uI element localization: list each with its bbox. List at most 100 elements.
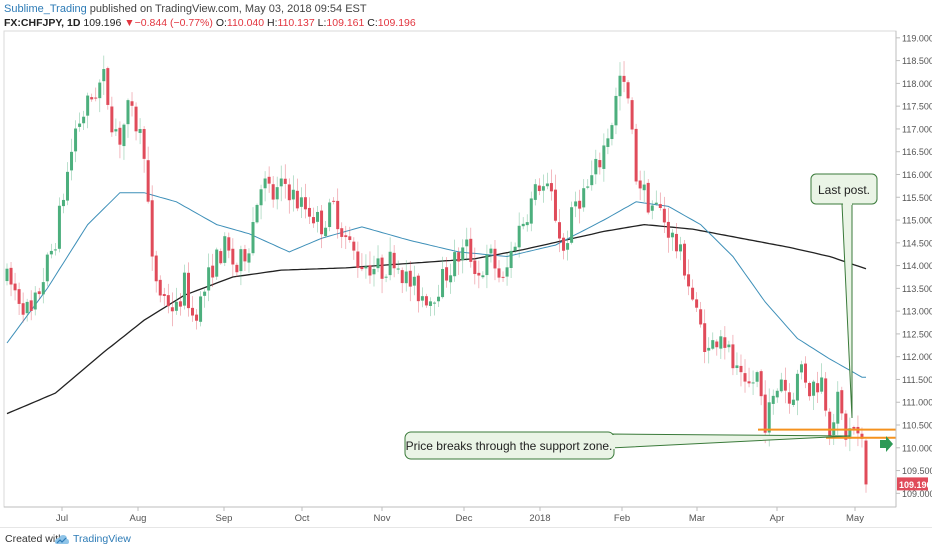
candle (844, 410, 848, 447)
candle-body (29, 300, 33, 311)
candle-body (239, 249, 243, 272)
candle-body (340, 228, 344, 237)
candle-body (118, 127, 122, 145)
candle (618, 62, 622, 111)
candle (791, 392, 795, 407)
candle (243, 244, 247, 271)
time-tick-label: Jul (56, 513, 68, 524)
candle-body (437, 296, 441, 302)
candle-body (279, 178, 283, 187)
candle-body (634, 128, 638, 182)
candle-body (473, 260, 477, 275)
candle-body (17, 289, 21, 304)
candle-body (812, 381, 816, 396)
candle-body (86, 95, 90, 116)
candle-body (658, 204, 662, 208)
time-tick-label: 2018 (529, 513, 550, 524)
candle (574, 191, 578, 218)
candle (368, 251, 372, 284)
candle (424, 293, 428, 308)
price-tick-label: 112.000 (902, 352, 932, 362)
price-tick-label: 112.500 (902, 329, 932, 339)
candle-body (586, 186, 590, 188)
candle-body (287, 184, 291, 201)
time-axis[interactable]: Jul Aug Sep Oct Nov Dec 2018 Feb Mar Apr May (4, 506, 896, 524)
time-tick-label: Oct (295, 513, 310, 524)
candle (259, 184, 263, 220)
tradingview-link[interactable]: TradingView (73, 533, 131, 545)
candle (715, 339, 719, 356)
candle-body (654, 202, 658, 205)
candle-body (771, 395, 775, 404)
candle (158, 275, 162, 303)
candle-body (211, 265, 215, 278)
low-value: 109.161 (326, 17, 365, 29)
candle-body (134, 106, 138, 132)
candle (420, 287, 424, 308)
price-tick-label: 111.500 (902, 375, 932, 385)
candle (747, 367, 751, 388)
candle-body (824, 378, 828, 411)
candle (485, 244, 489, 289)
candle-body (235, 264, 239, 273)
candle (481, 271, 485, 279)
candle-body (751, 382, 755, 384)
candle (82, 110, 86, 130)
created-with-text: Created with (5, 533, 64, 545)
candle (86, 92, 90, 129)
candle-body (110, 106, 114, 133)
candle (102, 55, 106, 95)
candle (699, 301, 703, 328)
candle-body (618, 75, 622, 97)
candle-body (759, 371, 763, 397)
time-tick-label: May (846, 513, 864, 524)
candle (787, 383, 791, 414)
candle (61, 193, 65, 214)
candle-body (481, 275, 485, 278)
candle (751, 370, 755, 396)
candle (275, 176, 279, 210)
candle (642, 170, 646, 203)
candle (537, 178, 541, 196)
ohlc-line: FX:CHFJPY, 1D 109.196 ▼−0.844 (−0.77%) O… (4, 17, 416, 30)
moving-average-slow (6, 223, 867, 415)
candle (25, 298, 29, 322)
candle-body (295, 190, 299, 209)
time-tick-label: Mar (689, 513, 705, 524)
low-label: L: (317, 17, 327, 29)
candle-body (541, 186, 545, 191)
candle (626, 80, 630, 104)
candle-body (74, 128, 78, 152)
price-axis[interactable]: 119.000 118.500 118.000 117.500 117.000 116.5… (895, 31, 932, 507)
candle-body (275, 187, 279, 200)
candle (17, 282, 21, 315)
candle-body (259, 189, 263, 206)
candle (340, 222, 344, 249)
candle-body (57, 205, 61, 249)
candle-body (509, 250, 513, 268)
candle-body (799, 364, 803, 373)
candle (570, 201, 574, 245)
candle-body (715, 341, 719, 348)
candle (727, 340, 731, 353)
symbol-label[interactable]: FX:CHFJPY, 1D (4, 17, 81, 29)
candle (493, 240, 497, 281)
down-arrow-icon: ▼ (124, 17, 135, 29)
candle-body (666, 221, 670, 238)
price-tick-label: 109.000 (902, 489, 932, 499)
author-link[interactable]: Sublime_Trading (4, 3, 87, 15)
ma-fast-line (6, 192, 866, 378)
candle-body (453, 252, 457, 277)
candle (332, 197, 336, 205)
candle-body (384, 276, 388, 278)
candle-body (630, 100, 634, 130)
candle (78, 112, 82, 132)
high-label: H: (267, 17, 278, 29)
candle-body (364, 266, 368, 269)
candle-body (316, 211, 320, 222)
candle-body (525, 222, 529, 226)
candle-body (691, 287, 695, 300)
candle-body (328, 202, 332, 228)
candle-body (755, 372, 759, 382)
